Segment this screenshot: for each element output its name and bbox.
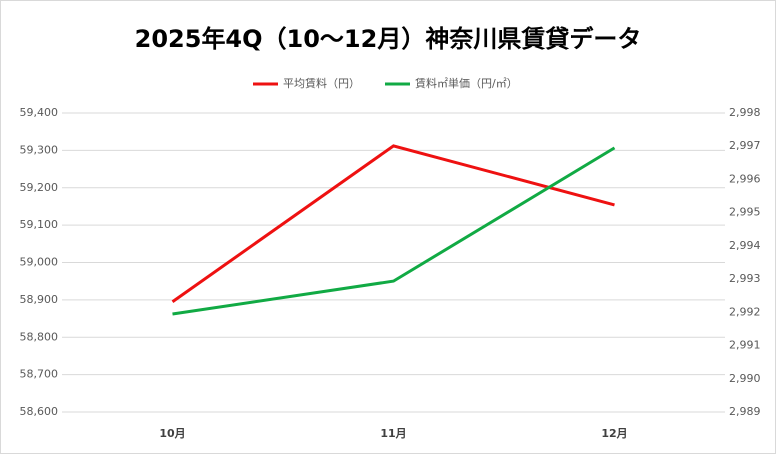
y2-tick-label: 2,995 (729, 206, 761, 219)
y-tick-label: 59,100 (20, 218, 59, 231)
y-tick-label: 58,800 (20, 330, 59, 343)
y2-tick-label: 2,992 (729, 305, 761, 318)
chart-title: 2025年4Q（10～12月）神奈川県賃貸データ (135, 25, 642, 53)
legend-label: 賃料㎡単価（円/㎡） (415, 76, 518, 90)
series-line (172, 146, 616, 316)
y2-tick-label: 2,990 (729, 372, 761, 385)
y2-tick-label: 2,996 (729, 172, 761, 185)
x-tick-label: 11月 (380, 427, 406, 440)
y-tick-label: 59,200 (20, 181, 59, 194)
y2-tick-label: 2,993 (729, 272, 761, 285)
y2-tick-label: 2,991 (729, 339, 761, 352)
y2-tick-label: 2,997 (729, 139, 761, 152)
y-tick-label: 59,300 (20, 143, 59, 156)
y-tick-label: 59,000 (20, 256, 59, 269)
y-tick-label: 58,600 (20, 405, 59, 418)
legend-label: 平均賃料（円） (283, 76, 360, 90)
y2-tick-label: 2,998 (729, 106, 761, 119)
series-line (171, 144, 615, 303)
y2-tick-label: 2,994 (729, 239, 761, 252)
y-tick-label: 58,900 (20, 293, 59, 306)
y2-tick-label: 2,989 (729, 405, 761, 418)
x-tick-label: 10月 (159, 427, 185, 440)
y-tick-label: 59,400 (20, 106, 59, 119)
y-tick-label: 58,700 (20, 368, 59, 381)
x-tick-label: 12月 (601, 427, 627, 440)
